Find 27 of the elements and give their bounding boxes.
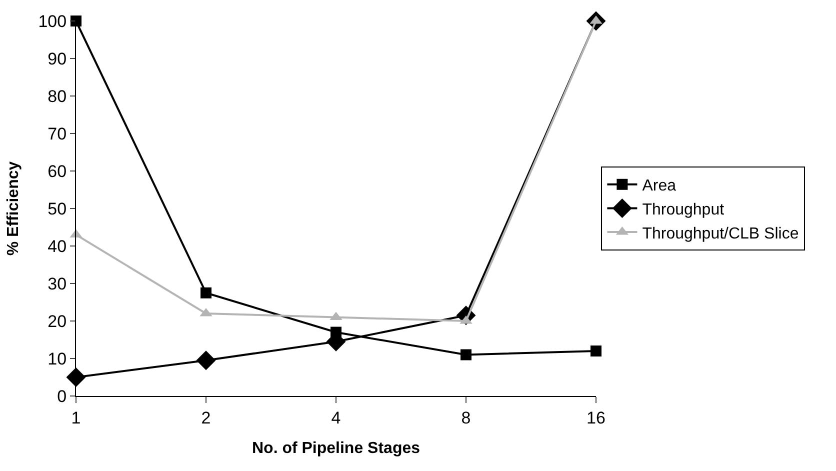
point bbox=[70, 16, 82, 26]
legend-label: Throughput bbox=[642, 201, 725, 218]
y-tick-label: 80 bbox=[48, 86, 67, 106]
legend-label: Area bbox=[642, 178, 676, 195]
y-tick-label: 60 bbox=[48, 162, 67, 181]
point bbox=[196, 350, 216, 370]
point bbox=[460, 349, 472, 360]
y-tick-label: 90 bbox=[48, 49, 67, 68]
point bbox=[66, 368, 86, 387]
y-tick-label: 100 bbox=[38, 12, 67, 31]
y-tick-label: 20 bbox=[48, 312, 67, 331]
x-tick-label: 2 bbox=[201, 408, 211, 428]
y-tick-label: 50 bbox=[48, 199, 67, 218]
y-tick-label: 70 bbox=[48, 124, 67, 144]
y-tick-label: 10 bbox=[48, 349, 67, 368]
point bbox=[200, 287, 212, 298]
y-tick-label: 30 bbox=[48, 274, 67, 294]
x-tick-label: 8 bbox=[461, 408, 471, 428]
point bbox=[590, 346, 602, 356]
legend-label: Throughput/CLB Slice bbox=[642, 225, 799, 242]
x-tick-label: 16 bbox=[586, 408, 606, 428]
x-tick-label: 4 bbox=[331, 408, 341, 428]
x-tick-label: 1 bbox=[71, 408, 81, 428]
x-axis-title: No. of Pipeline Stages bbox=[252, 440, 420, 458]
y-tick-label: 0 bbox=[57, 386, 67, 406]
y-axis-title: % Efficiency bbox=[5, 161, 22, 256]
y-tick-label: 40 bbox=[48, 236, 67, 256]
